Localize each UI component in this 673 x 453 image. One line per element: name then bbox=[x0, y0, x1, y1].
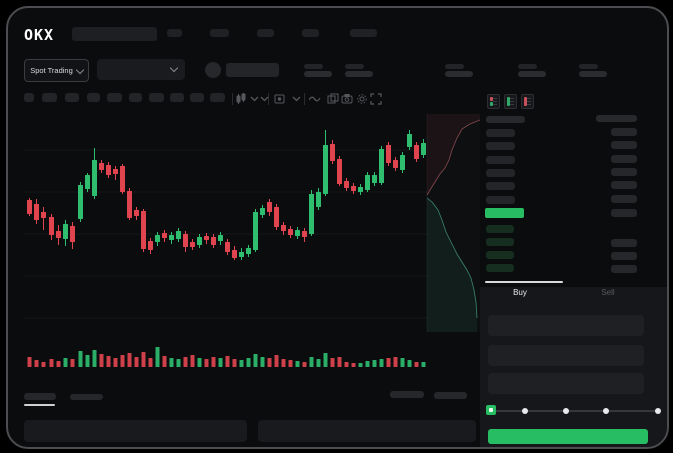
tab-buy[interactable]: Buy bbox=[513, 288, 527, 297]
timeframe-button-placeholder[interactable] bbox=[149, 93, 164, 102]
timeframe-button-placeholder[interactable] bbox=[107, 93, 122, 102]
settings-gear-icon[interactable] bbox=[356, 93, 368, 105]
stat-label-placeholder bbox=[518, 64, 537, 69]
ask-amount-placeholder bbox=[611, 209, 637, 217]
ask-price-placeholder[interactable] bbox=[486, 142, 515, 150]
timeframe-button-placeholder[interactable] bbox=[170, 93, 184, 102]
bottom-link-placeholder[interactable] bbox=[434, 392, 467, 399]
nav-item-placeholder[interactable] bbox=[210, 29, 229, 37]
timeframe-button-placeholder[interactable] bbox=[65, 93, 79, 102]
ask-price-placeholder[interactable] bbox=[486, 129, 515, 137]
tab-sell[interactable]: Sell bbox=[601, 288, 615, 297]
timeframe-button-placeholder[interactable] bbox=[129, 93, 142, 102]
slider-stop-dot[interactable] bbox=[655, 408, 661, 414]
ask-price-placeholder[interactable] bbox=[486, 196, 515, 204]
bid-amount-placeholder bbox=[611, 265, 637, 273]
stat-value-placeholder bbox=[304, 71, 332, 77]
stat-value-placeholder bbox=[445, 71, 473, 77]
chevron-down-icon bbox=[75, 65, 85, 74]
slider-stop-dot[interactable] bbox=[603, 408, 609, 414]
bottom-tab-underline bbox=[24, 404, 55, 406]
book-bids-icon[interactable] bbox=[504, 94, 517, 109]
price-input-placeholder[interactable] bbox=[488, 315, 644, 336]
timeframe-button-placeholder[interactable] bbox=[87, 93, 100, 102]
last-price-highlight[interactable] bbox=[485, 208, 524, 218]
stat-value-placeholder bbox=[579, 71, 607, 77]
order-history-panel-placeholder bbox=[258, 420, 476, 442]
slider-handle[interactable] bbox=[486, 405, 496, 415]
bottom-tab-active-placeholder[interactable] bbox=[24, 393, 56, 400]
line-tool-icon[interactable] bbox=[309, 93, 321, 105]
amount-slider-track[interactable] bbox=[491, 410, 658, 412]
stat-label-placeholder bbox=[579, 64, 598, 69]
bottom-tab-placeholder[interactable] bbox=[70, 394, 103, 400]
ask-amount-placeholder bbox=[611, 168, 637, 176]
slider-stop-dot[interactable] bbox=[522, 408, 528, 414]
timeframe-button-placeholder[interactable] bbox=[190, 93, 204, 102]
nav-item-placeholder[interactable] bbox=[167, 29, 182, 37]
ask-amount-placeholder bbox=[611, 195, 637, 203]
stat-label-placeholder bbox=[345, 64, 364, 69]
stat-value-placeholder bbox=[518, 71, 546, 77]
bid-amount-placeholder bbox=[611, 252, 637, 260]
camera-icon[interactable] bbox=[341, 93, 353, 105]
divider bbox=[304, 93, 305, 105]
chevron-down-icon bbox=[169, 63, 179, 73]
bid-price-placeholder[interactable] bbox=[486, 264, 514, 272]
nav-item-placeholder[interactable] bbox=[302, 29, 319, 37]
amount-input-placeholder[interactable] bbox=[488, 345, 644, 366]
bid-price-placeholder[interactable] bbox=[486, 225, 514, 233]
candlestick-chart[interactable] bbox=[22, 110, 480, 374]
header-title-placeholder bbox=[72, 27, 157, 41]
market-type-selector[interactable]: Spot Trading bbox=[24, 59, 89, 82]
compare-layers-icon[interactable] bbox=[327, 93, 339, 105]
market-type-label: Spot Trading bbox=[30, 66, 73, 75]
ask-amount-placeholder bbox=[611, 155, 637, 163]
stat-label-placeholder bbox=[304, 64, 323, 69]
ask-amount-placeholder bbox=[611, 141, 637, 149]
nav-item-placeholder[interactable] bbox=[350, 29, 377, 37]
confirm-buy-button[interactable] bbox=[488, 429, 648, 444]
timeframe-button-placeholder[interactable] bbox=[210, 93, 225, 102]
total-input-placeholder[interactable] bbox=[488, 373, 644, 394]
indicator-box-icon[interactable] bbox=[274, 93, 286, 105]
okx-logo: OKX bbox=[24, 26, 55, 44]
ask-price-placeholder[interactable] bbox=[486, 169, 515, 177]
coin-avatar bbox=[205, 62, 221, 78]
timeframe-button-placeholder[interactable] bbox=[24, 93, 34, 102]
bid-price-placeholder[interactable] bbox=[486, 251, 514, 259]
open-orders-panel-placeholder bbox=[24, 420, 247, 442]
trade-panel bbox=[480, 287, 667, 447]
stat-value-placeholder bbox=[345, 71, 373, 77]
candle-style-icon[interactable] bbox=[236, 93, 248, 105]
stat-label-placeholder bbox=[445, 64, 464, 69]
active-tab-indicator bbox=[485, 281, 563, 283]
ask-amount-placeholder bbox=[611, 128, 637, 136]
chevron-down-icon[interactable] bbox=[260, 93, 272, 105]
nav-item-placeholder[interactable] bbox=[257, 29, 274, 37]
bid-amount-placeholder bbox=[611, 239, 637, 247]
pair-selector-dropdown[interactable] bbox=[97, 59, 185, 80]
slider-stop-dot[interactable] bbox=[563, 408, 569, 414]
chevron-down-icon[interactable] bbox=[250, 93, 262, 105]
pair-name-placeholder[interactable] bbox=[226, 63, 279, 77]
ask-price-placeholder[interactable] bbox=[486, 156, 515, 164]
ask-amount-placeholder bbox=[611, 181, 637, 189]
book-combined-icon[interactable] bbox=[487, 94, 500, 109]
divider bbox=[268, 93, 269, 105]
divider bbox=[232, 93, 233, 105]
bid-price-placeholder[interactable] bbox=[486, 238, 514, 246]
book-asks-icon[interactable] bbox=[521, 94, 534, 109]
app-window: OKX Spot Trading Buy Sell bbox=[6, 6, 669, 449]
fullscreen-icon[interactable] bbox=[370, 93, 382, 105]
bottom-link-placeholder[interactable] bbox=[390, 391, 424, 398]
orderbook-header-placeholder bbox=[486, 116, 525, 123]
ask-price-placeholder[interactable] bbox=[486, 182, 515, 190]
orderbook-header-placeholder bbox=[596, 115, 637, 122]
timeframe-button-placeholder[interactable] bbox=[42, 93, 57, 102]
chevron-down-icon[interactable] bbox=[292, 93, 304, 105]
